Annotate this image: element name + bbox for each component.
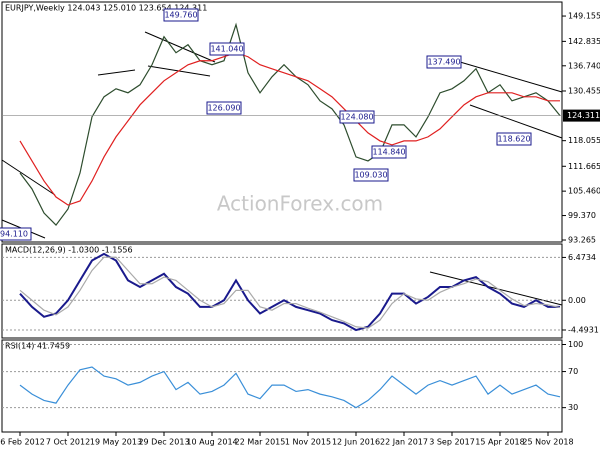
y-tick-label: 136.740 [568,61,600,70]
annotation-box [339,110,375,124]
annotation-box [496,132,532,146]
y-tick-label: 93.265 [568,236,596,245]
annotation-box [209,42,245,56]
series-line [19,256,561,329]
y-tick-label: 105.460 [568,187,600,196]
series-line [19,22,561,226]
annotation-box [426,55,462,69]
y-tick-label: 70 [568,367,578,376]
y-tick-label: 142.835 [568,37,600,46]
annotation-box [206,101,242,115]
x-tick-label: 22 Jan 2017 [380,438,428,447]
y-tick-label: 6.4734 [568,253,596,262]
y-tick-label: 118.055 [568,136,600,145]
main-title: EURJPY,Weekly 124.043 125.010 123.654 12… [5,4,207,13]
main-frame [1,1,563,243]
annotation-box [353,168,389,182]
annotation: 124.080 [340,113,373,122]
macd-title: MACD(12,26,9) -1.0300 -1.1556 [5,246,133,255]
y-tick-label: 100 [568,340,583,349]
y-tick-label: 149.155 [568,12,600,21]
annotation-box [163,8,199,22]
annotation: 137.490 [427,58,460,67]
annotation: 109.030 [354,171,387,180]
x-tick-label: 26 Feb 2012 [0,438,45,447]
rsi-frame [1,339,563,433]
annotation-box [371,145,407,159]
macd-frame [1,243,563,339]
annotation: 149.760 [164,11,197,20]
x-tick-label: 7 Oct 2012 [46,438,90,447]
x-tick-label: 3 Sep 2017 [429,438,475,447]
y-tick-label: 111.665 [568,162,600,171]
x-tick-label: 22 Mar 2015 [235,438,286,447]
x-tick-label: 12 Jun 2016 [332,438,380,447]
watermark: ActionForex.com [217,192,383,216]
y-tick-label: 130.455 [568,86,600,95]
x-tick-label: 1 Nov 2015 [285,438,331,447]
annotation: 118.620 [497,135,530,144]
rsi-title: RSI(14) 41.7459 [5,342,70,351]
series-line [19,52,560,206]
x-tick-label: 29 Dec 2013 [138,438,189,447]
series-line [19,366,561,409]
x-tick-label: 25 Nov 2018 [522,438,573,447]
last-price-label: 124.311 [567,111,600,120]
annotation: 126.090 [207,104,240,113]
annotation: 114.840 [372,148,405,157]
y-tick-label: 99.370 [568,211,596,220]
x-tick-label: 10 Aug 2014 [186,438,237,447]
y-tick-label: -4.4931 [568,326,599,335]
x-tick-label: 15 Apr 2018 [475,438,524,447]
x-tick-label: 19 May 2013 [90,438,142,447]
annotation-box [0,227,32,241]
y-tick-label: 0.00 [568,296,586,305]
last-price-box [563,109,600,122]
y-tick-label: 30 [568,403,578,412]
annotation: 141.040 [210,45,243,54]
annotation: 94.110 [0,230,28,239]
